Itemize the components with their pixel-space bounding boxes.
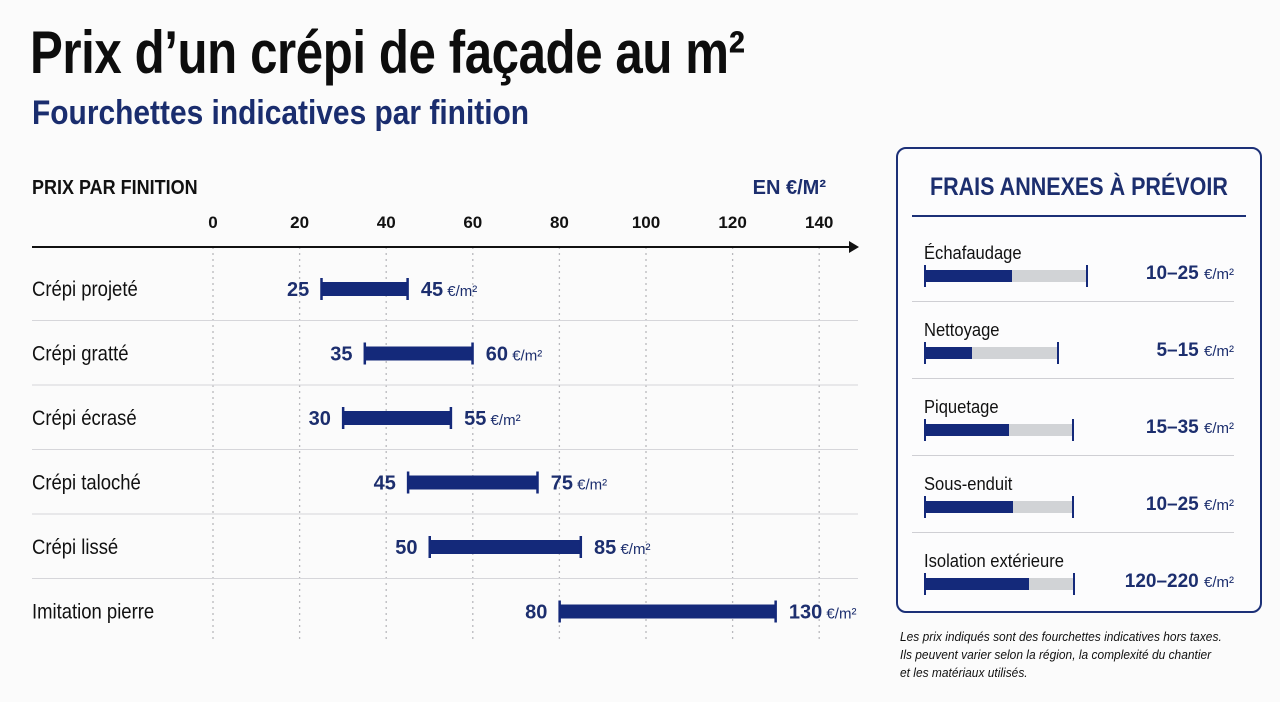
- extra-costs-divider: [912, 215, 1246, 217]
- extra-cost-tick-start: [924, 573, 926, 595]
- extra-cost-fill: [926, 347, 972, 359]
- x-tick-label: 120: [718, 213, 746, 232]
- chart-unit-label: EN €/M²: [753, 177, 827, 199]
- extra-costs-title: FRAIS ANNEXES À PRÉVOIR: [930, 173, 1228, 201]
- range-bar-max-cap: [449, 407, 453, 429]
- extra-cost-tick-end: [1071, 419, 1074, 441]
- category-label: Crépi projeté: [32, 278, 138, 301]
- extra-cost-value: 120–220 €/m²: [1124, 571, 1234, 592]
- extra-cost-tick-start: [924, 419, 926, 441]
- extra-cost-label: Nettoyage: [924, 320, 1000, 340]
- extra-cost-separator: [912, 455, 1234, 456]
- extra-cost-item: Nettoyage 5–15 €/m²: [898, 302, 1260, 379]
- range-bar-max-cap: [536, 471, 539, 494]
- disclaimer-line: et les matériaux utilisés.: [900, 665, 1028, 680]
- x-tick-label: 20: [290, 213, 309, 232]
- range-bar-min-cap: [406, 471, 410, 494]
- extra-cost-track: [924, 419, 1074, 441]
- range-bar-max-cap: [471, 342, 474, 365]
- extra-cost-tick-end: [1071, 496, 1074, 518]
- price-range-chart: PRIX PAR FINITION EN €/M² 0 20 40 60 80 100 120 1…: [32, 177, 859, 640]
- extra-cost-separator: [912, 301, 1234, 302]
- range-bar: [559, 604, 776, 619]
- category-label: Crépi gratté: [32, 342, 128, 365]
- range-max-label: 45 €/m²: [421, 279, 477, 301]
- extra-cost-item: Isolation extérieure 120–220 €/m²: [898, 533, 1260, 610]
- chart-title: PRIX PAR FINITION: [32, 177, 198, 199]
- range-min-label: 25: [287, 279, 309, 301]
- extra-cost-value: 10–25 €/m²: [1145, 263, 1234, 284]
- x-axis-arrow: [849, 241, 859, 253]
- range-min-label: 45: [374, 473, 396, 495]
- extra-cost-track: [924, 342, 1060, 364]
- extra-cost-value: 10–25 €/m²: [1145, 494, 1234, 515]
- extra-cost-value: 15–35 €/m²: [1145, 417, 1234, 438]
- extra-cost-label: Échafaudage: [924, 243, 1022, 263]
- range-bar: [321, 282, 408, 296]
- extra-cost-fill: [926, 424, 1009, 436]
- extra-cost-label: Piquetage: [924, 397, 999, 417]
- range-bar-max-cap: [406, 278, 409, 300]
- extra-costs-panel: FRAIS ANNEXES À PRÉVOIR Échafaudage 10–25…: [896, 147, 1262, 613]
- extra-cost-fill: [926, 501, 1014, 513]
- x-tick-label: 40: [377, 213, 396, 232]
- extra-cost-tick-start: [924, 265, 926, 287]
- range-bar-min-cap: [341, 407, 345, 429]
- category-label: Imitation pierre: [32, 600, 154, 623]
- range-bar-min-cap: [320, 278, 323, 300]
- range-bar: [407, 475, 538, 490]
- extra-cost-separator: [912, 532, 1234, 533]
- range-bar-max-cap: [774, 600, 777, 623]
- range-max-label: 85 €/m²: [594, 537, 650, 559]
- extra-cost-fill: [926, 270, 1013, 282]
- range-bar: [364, 346, 473, 361]
- extra-cost-tick-end: [1086, 265, 1089, 287]
- extra-cost-value: 5–15 €/m²: [1156, 340, 1234, 361]
- range-max-label: 60 €/m²: [486, 344, 542, 366]
- extra-cost-item: Piquetage 15–35 €/m²: [898, 379, 1260, 456]
- range-max-label: 130 €/m²: [789, 602, 857, 624]
- range-bar-max-cap: [579, 536, 583, 558]
- extra-cost-label: Sous-enduit: [924, 474, 1013, 494]
- disclaimer-line: Les prix indiqués sont des fourchettes i…: [900, 629, 1222, 644]
- range-min-label: 30: [309, 408, 331, 430]
- extra-cost-separator: [912, 378, 1234, 379]
- page-title: Prix d’un crépi de façade au m²: [30, 19, 745, 86]
- range-max-label: 75 €/m²: [551, 473, 607, 495]
- x-tick-label: 100: [632, 213, 660, 232]
- range-bar: [342, 411, 452, 425]
- extra-cost-tick-end: [1073, 573, 1076, 595]
- range-bar-min-cap: [428, 536, 431, 558]
- range-bar-min-cap: [363, 342, 367, 365]
- category-label: Crépi lissé: [32, 536, 118, 559]
- category-label: Crépi écrasé: [32, 407, 137, 430]
- extra-cost-item: Sous-enduit 10–25 €/m²: [898, 456, 1260, 533]
- x-tick-label: 0: [208, 213, 217, 232]
- page-subtitle: Fourchettes indicatives par finition: [32, 94, 530, 132]
- range-max-label: 55 €/m²: [464, 408, 520, 430]
- extra-cost-tick-end: [1057, 342, 1060, 364]
- extra-cost-item: Échafaudage 10–25 €/m²: [898, 225, 1260, 302]
- extra-cost-track: [924, 573, 1076, 595]
- x-tick-label: 140: [805, 213, 833, 232]
- extra-cost-tick-start: [924, 496, 926, 518]
- range-min-label: 80: [525, 602, 547, 624]
- range-bar: [429, 540, 582, 554]
- category-label: Crépi taloché: [32, 471, 141, 494]
- range-min-label: 35: [330, 344, 352, 366]
- x-tick-label: 80: [550, 213, 569, 232]
- range-min-label: 50: [395, 537, 417, 559]
- x-tick-label: 60: [463, 213, 482, 232]
- disclaimer-line: Ils peuvent varier selon la région, la c…: [900, 647, 1212, 662]
- extra-cost-track: [924, 496, 1074, 518]
- extra-cost-track: [924, 265, 1089, 287]
- range-bar-min-cap: [558, 600, 561, 623]
- extra-cost-tick-start: [924, 342, 926, 364]
- extra-cost-label: Isolation extérieure: [924, 551, 1064, 571]
- extra-cost-fill: [926, 578, 1030, 590]
- disclaimer-note: Les prix indiqués sont des fourchettes i…: [900, 628, 1270, 682]
